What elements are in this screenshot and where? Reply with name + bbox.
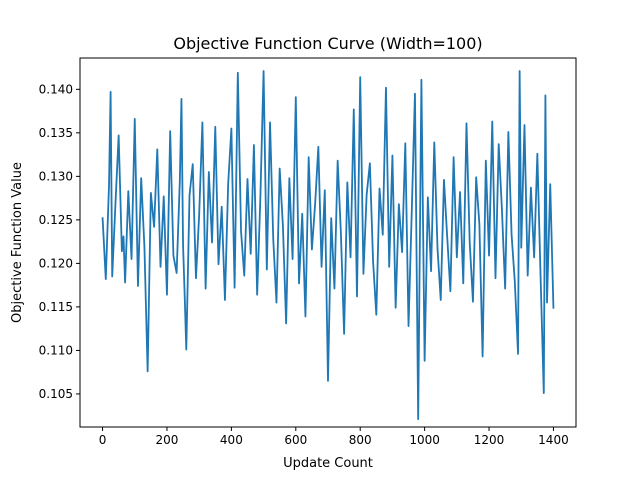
x-tick-label: 1000: [409, 433, 440, 447]
x-tick-label: 1400: [538, 433, 569, 447]
x-tick-label: 1200: [474, 433, 505, 447]
y-tick-label: 0.125: [39, 213, 73, 227]
y-axis-label: Objective Function Value: [10, 162, 25, 323]
series-line-0: [101, 70, 555, 421]
y-tick-label: 0.120: [39, 256, 73, 270]
y-tick-label: 0.130: [39, 169, 73, 183]
x-axis-label: Update Count: [283, 456, 373, 471]
y-tick-label: 0.115: [39, 300, 73, 314]
plot-layer: [101, 70, 555, 421]
x-tick-label: 600: [284, 433, 307, 447]
y-tick-label: 0.140: [39, 82, 73, 96]
y-tick-label: 0.135: [39, 126, 73, 140]
chart-title: Objective Function Curve (Width=100): [173, 34, 482, 53]
x-tick-label: 400: [220, 433, 243, 447]
plot-frame: [79, 57, 577, 428]
y-axis: 0.105 0.110 0.115 0.120 0.125 0.130 0.135 0.140: [39, 82, 80, 401]
x-axis: 0 200 400 600 800 1000 1200 1400: [99, 427, 569, 447]
x-tick-label: 800: [349, 433, 372, 447]
y-tick-label: 0.105: [39, 387, 73, 401]
x-tick-label: 0: [99, 433, 107, 447]
x-tick-label: 200: [156, 433, 179, 447]
y-tick-label: 0.110: [39, 343, 73, 357]
